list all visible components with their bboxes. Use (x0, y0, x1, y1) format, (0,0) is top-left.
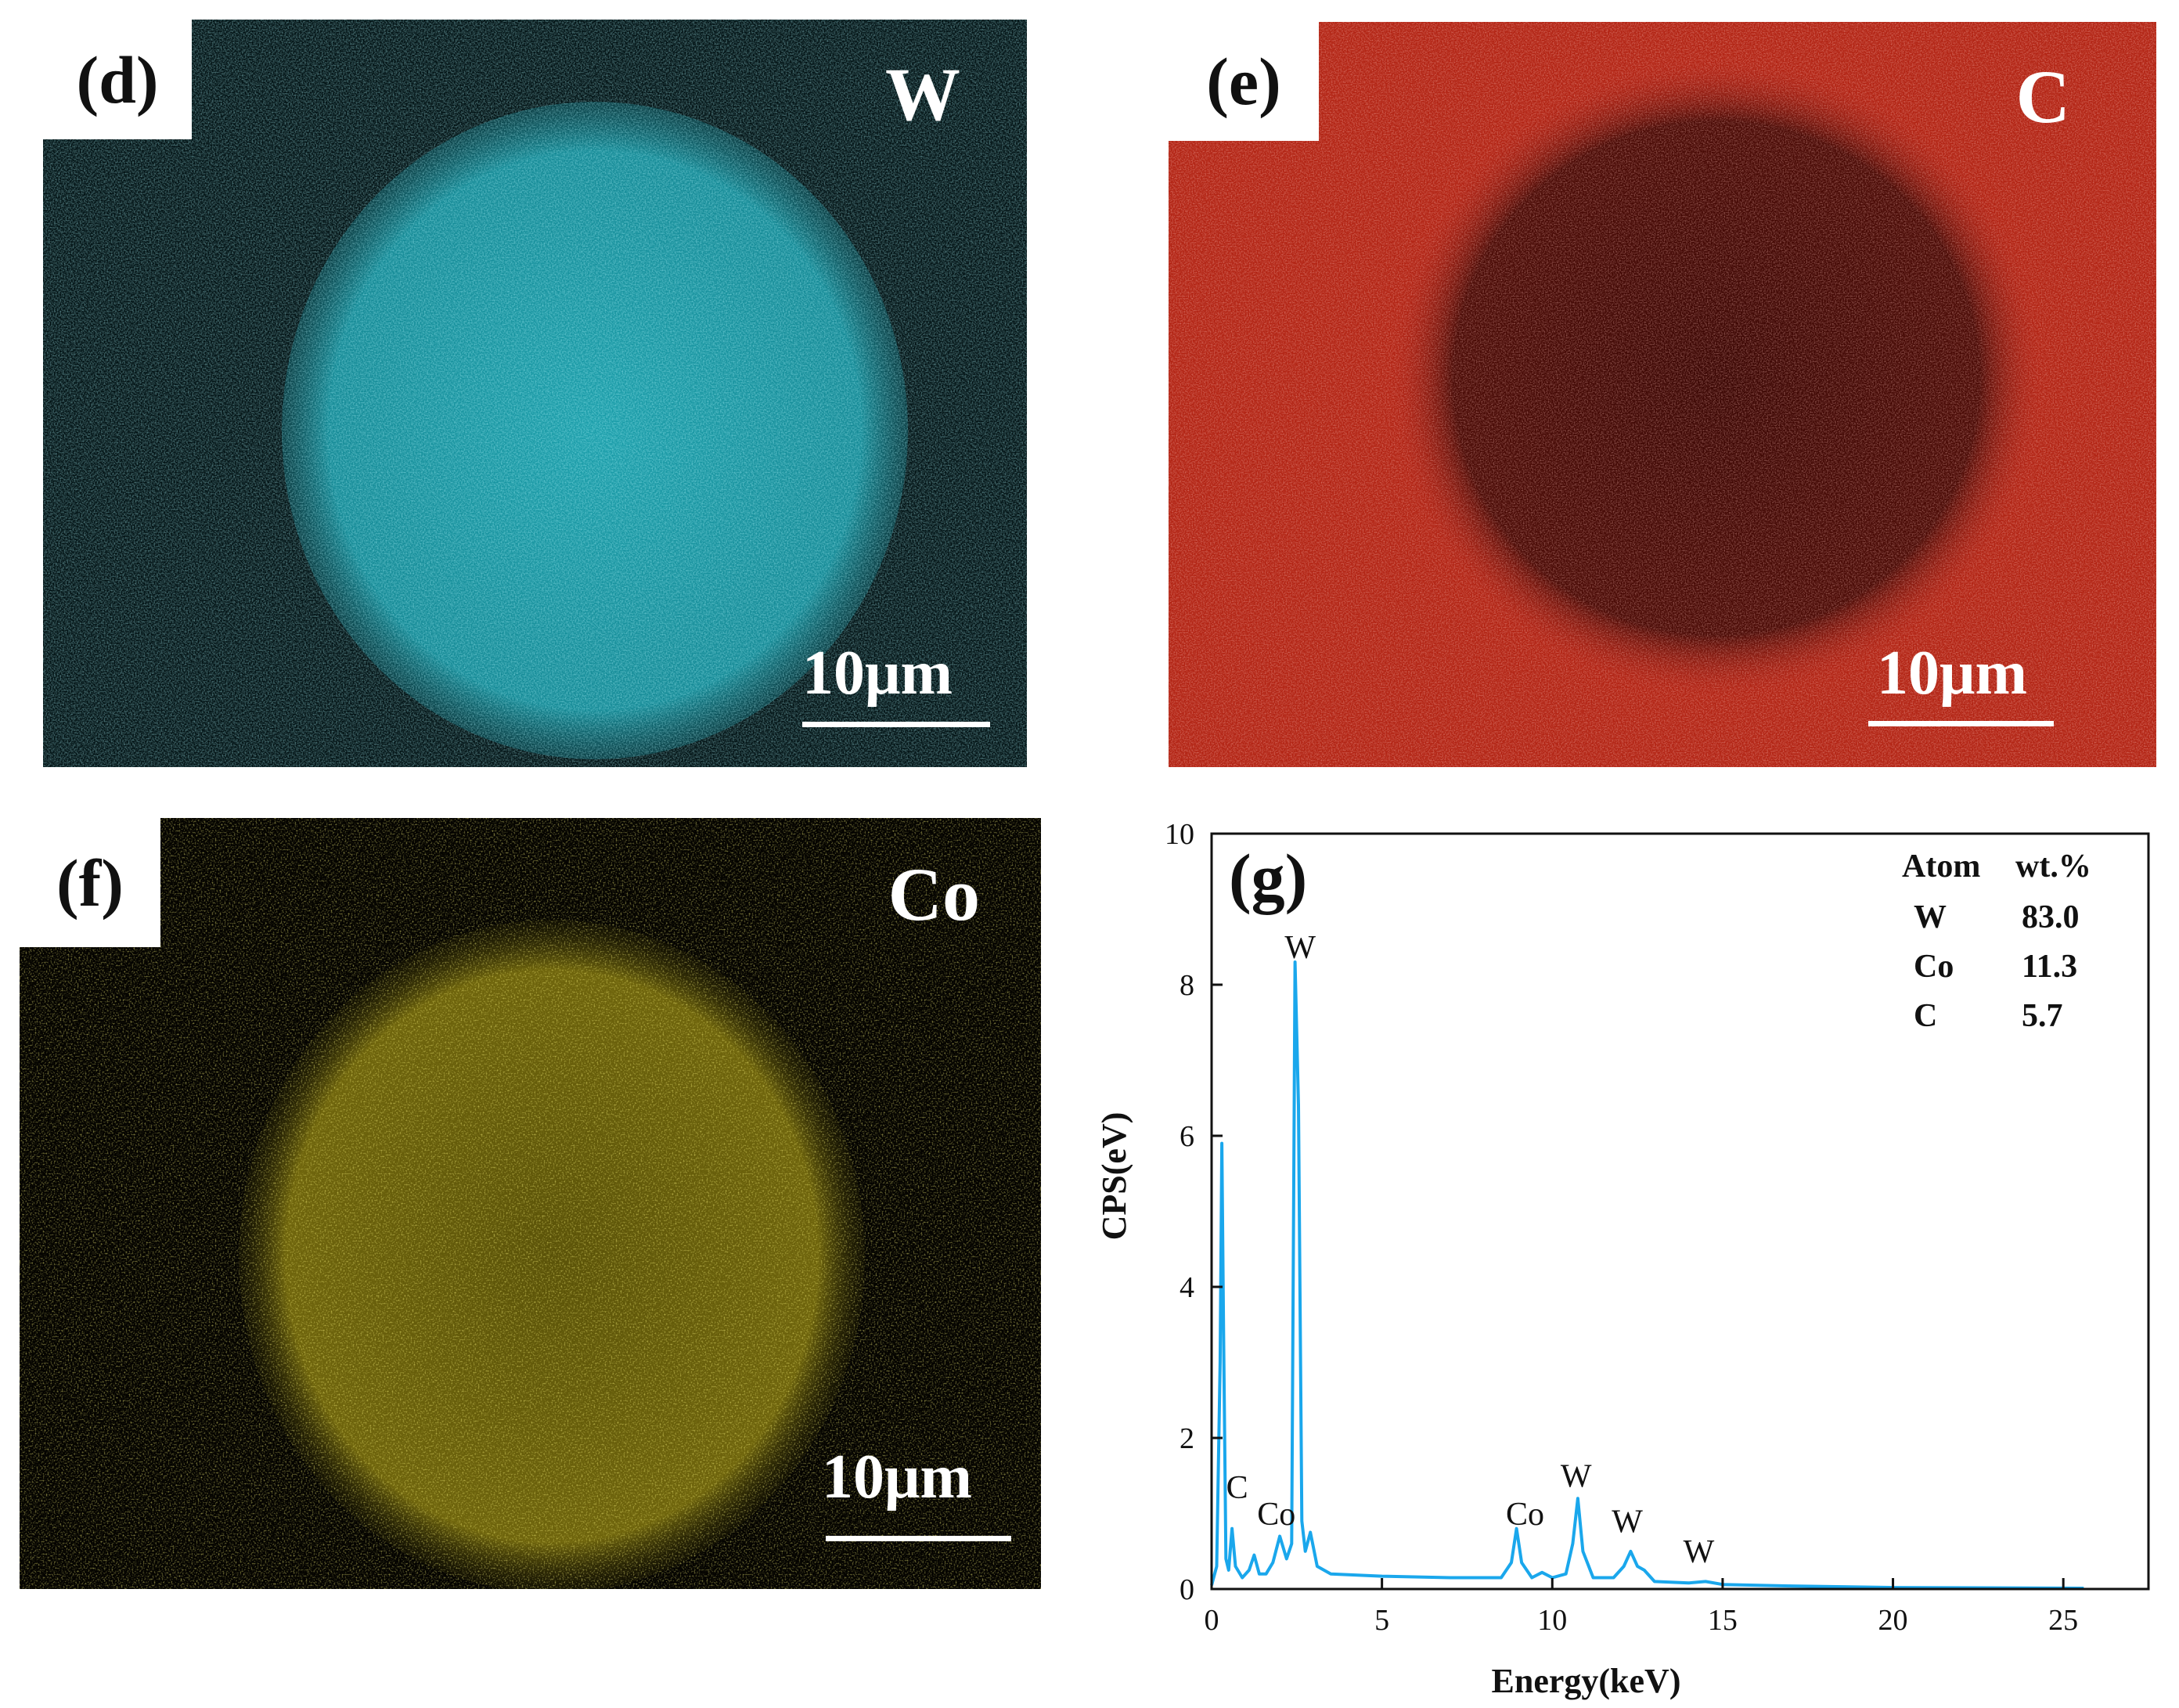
y-tick-label: 8 (1180, 969, 1194, 1002)
w-map-panel: (d) W 10μm (43, 20, 1027, 767)
scale-bar-label: 10μm (1877, 639, 2027, 708)
peak-label: W (1684, 1534, 1715, 1570)
y-tick-label: 10 (1165, 818, 1194, 851)
peak-label: Co (1506, 1497, 1544, 1533)
scale-bar-label: 10μm (822, 1443, 972, 1512)
table-cell-wt: 11.3 (2022, 949, 2077, 985)
c-element-map (1169, 22, 2156, 767)
x-tick-label: 5 (1374, 1604, 1389, 1637)
peak-label: C (1226, 1470, 1248, 1506)
panel-label-e: (e) (1169, 22, 1319, 141)
table-cell-atom: Co (1914, 949, 1954, 985)
peak-label: W (1284, 930, 1316, 966)
peak-label: W (1612, 1504, 1643, 1540)
element-label-co: Co (888, 852, 980, 936)
panel-label-g: (g) (1229, 840, 1307, 915)
table-cell-atom: C (1914, 998, 1937, 1034)
x-axis-label: Energy(keV) (1492, 1662, 1681, 1700)
panel-label-d: (d) (43, 20, 192, 139)
plot-frame (1210, 832, 2150, 1591)
y-tick-label: 2 (1180, 1422, 1194, 1455)
element-label-w: W (885, 52, 960, 136)
eds-spectrum-chart: 0 5 10 15 20 250246810Energy(keV)CPS(eV)(g)WC… (1095, 818, 2150, 1700)
x-tick-label: 0 (1205, 1604, 1219, 1637)
x-tick-label: 15 (1708, 1604, 1738, 1637)
c-map-panel: (e) C 10μm (1169, 22, 2156, 767)
table-header-wt: wt.% (2015, 849, 2091, 885)
peak-label: W (1561, 1459, 1592, 1495)
table-cell-wt: 5.7 (2022, 998, 2063, 1034)
y-tick-label: 4 (1180, 1271, 1194, 1304)
spectrum-line (1210, 960, 2084, 1590)
table-header-atom: Atom (1902, 849, 1980, 885)
panel-label-f: (f) (20, 818, 160, 947)
w-element-map (43, 20, 1027, 767)
scale-bar-label: 10μm (802, 639, 953, 708)
x-tick-label: 10 (1537, 1604, 1567, 1637)
peak-label: Co (1257, 1497, 1295, 1533)
eds-spectrum-panel: 0 5 10 15 20 25 0 2 4 6 8 10 Energy(keV) CPS(eV) (g) W C… (1092, 814, 2179, 1708)
element-label-c: C (2015, 55, 2070, 139)
scale-bar (826, 1536, 1011, 1541)
table-cell-wt: 83.0 (2022, 899, 2080, 935)
co-map-panel: (f) Co 10μm (20, 818, 1041, 1589)
x-tick-label: 20 (1878, 1604, 1908, 1637)
scale-bar (1868, 721, 2054, 726)
y-tick-label: 0 (1180, 1573, 1194, 1606)
co-element-map (20, 818, 1041, 1589)
y-axis-label: CPS(eV) (1095, 1112, 1133, 1241)
scale-bar (802, 722, 990, 727)
x-tick-label: 25 (2048, 1604, 2078, 1637)
y-tick-label: 6 (1180, 1120, 1194, 1153)
table-cell-atom: W (1914, 899, 1947, 935)
